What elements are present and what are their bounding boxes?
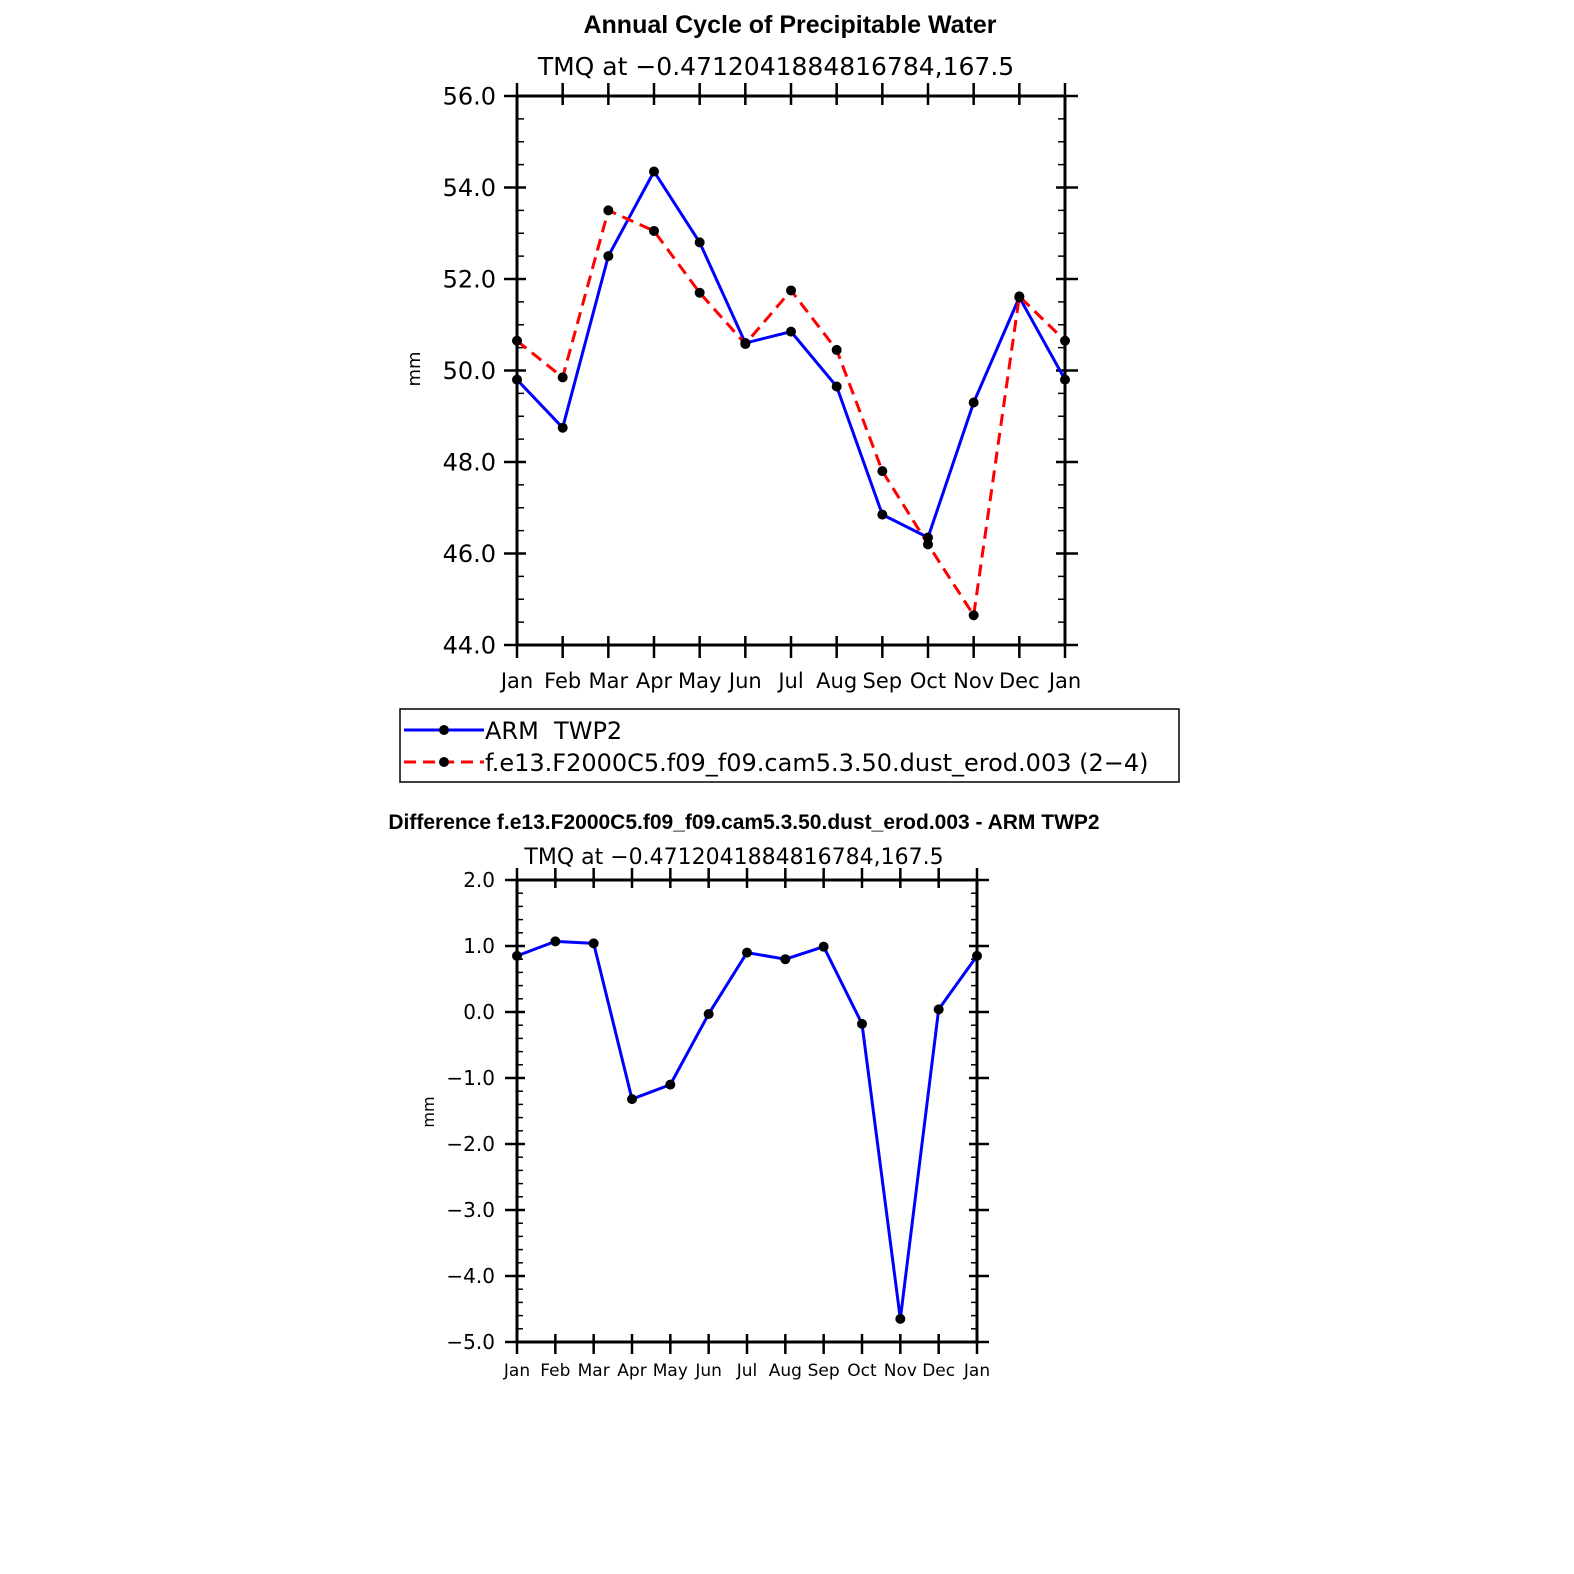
chart2-xtick-label: Dec [922, 1361, 955, 1381]
chart1-xtick-label: Nov [953, 669, 994, 693]
chart2-xtick-label: Jun [694, 1361, 722, 1381]
chart1-ytick-label: 56.0 [443, 83, 496, 111]
chart1-ylabel: mm [404, 351, 425, 386]
chart2-series-0-point [742, 947, 752, 958]
chart1-title: Annual Cycle of Precipitable Water [583, 11, 996, 39]
chart2-xtick-label: Oct [847, 1361, 877, 1381]
chart1-xtick-label: Apr [636, 669, 673, 693]
chart2-xtick-label: Jan [503, 1361, 530, 1381]
chart1-series-1-point [831, 344, 842, 355]
chart1-series-1-point [512, 335, 522, 346]
legend-frame [399, 708, 1180, 783]
chart2-ylabel: mm [419, 1096, 438, 1127]
chart1-xtick-label: Jun [727, 669, 762, 693]
chart1-xtick-label: Aug [816, 669, 857, 693]
chart1-series-1-line [516, 208, 1067, 617]
chart1-series-1-point [1014, 291, 1025, 302]
chart1-ytick-label: 44.0 [443, 632, 496, 660]
chart1-series-0-line [515, 169, 1067, 539]
chart1-series-0-point [1060, 374, 1070, 385]
chart1-ytick-label: 52.0 [443, 266, 496, 294]
chart1-series-1-point [1060, 335, 1070, 346]
chart2-series-0-point [895, 1313, 906, 1324]
chart2-series-0-point [588, 938, 599, 949]
chart2-title: Difference f.e13.F2000C5.f09_f09.cam5.3.… [388, 811, 1099, 834]
chart2-series-0-point [818, 941, 829, 952]
chart2-xtick-label: Jan [963, 1361, 990, 1381]
legend-marker-model [439, 757, 449, 767]
chart2-series-0-point [780, 954, 791, 965]
chart2-xtick-label: Aug [769, 1361, 802, 1381]
legend-label-arm: ARM TWP2 [485, 717, 622, 745]
chart2-series-0-point [512, 950, 522, 961]
chart1-series-0-point [877, 509, 888, 520]
chart2-ytick-label: −2.0 [446, 1132, 495, 1156]
chart2-series-0-point [665, 1079, 676, 1090]
chart2-xtick-label: Sep [808, 1361, 840, 1381]
chart1-xtick-label: Sep [863, 669, 903, 693]
chart1-series-1-point [694, 287, 705, 298]
chart1-xtick-label: Jul [776, 669, 803, 693]
chart2-ytick-label: −4.0 [446, 1264, 495, 1288]
chart1-series-0-point [603, 251, 614, 262]
chart1-xtick-label: Jan [499, 669, 533, 693]
chart1-series-1-point [557, 372, 568, 383]
legend-label-model: f.e13.F2000C5.f09_f09.cam5.3.50.dust_ero… [485, 749, 1148, 777]
chart1-series-0-point [923, 532, 933, 543]
chart1-series-1-point [649, 225, 659, 236]
chart2-series-0-point [550, 936, 561, 947]
chart1-xtick-label: Mar [589, 669, 629, 693]
chart1-series-0-point [512, 374, 522, 385]
chart1-legend: ARM TWP2 f.e13.F2000C5.f09_f09.cam5.3.50… [399, 708, 1180, 783]
chart1-ytick-label: 48.0 [443, 449, 496, 477]
chart1-ytick-label: 50.0 [443, 357, 496, 385]
chart2-xtick-label: Jul [736, 1361, 758, 1381]
chart1-series-1-point [877, 466, 888, 477]
chart1-series-1-point [968, 610, 979, 621]
chart2-ytick-label: −5.0 [446, 1330, 495, 1354]
chart2-xtick-label: Apr [617, 1361, 646, 1381]
chart2-ytick-label: 2.0 [463, 868, 495, 892]
chart1-frame [515, 94, 1067, 647]
chart2-plot: Jan Feb Mar Apr May Jun Jul Aug Sep Oct Nov Dec Jan−… [446, 868, 990, 1381]
chart1-subtitle: TMQ at −0.4712041884816784,167.5 [537, 52, 1014, 81]
chart2-subtitle: TMQ at −0.4712041884816784,167.5 [523, 845, 943, 870]
chart1-series-0-point [557, 422, 568, 433]
chart1-xtick-label: Oct [910, 669, 946, 693]
chart2-xtick-label: Nov [884, 1361, 917, 1381]
chart1-series-1-point [603, 205, 614, 216]
chart1-series-0-point [649, 166, 659, 177]
chart1-xtick-label: Feb [544, 669, 581, 693]
chart1-series-0-point [786, 326, 796, 337]
chart2-series-0-point [703, 1008, 714, 1019]
chart2-series-0-line [516, 939, 979, 1321]
chart2-series-0-point [933, 1004, 944, 1015]
chart2-ytick-label: 0.0 [463, 1000, 495, 1024]
chart1-xtick-label: Jan [1047, 669, 1081, 693]
chart1-series-0-point [694, 237, 705, 248]
chart2-series-0-point [972, 950, 982, 961]
chart1-series-1-point [786, 285, 796, 296]
chart1-ytick-label: 46.0 [443, 540, 496, 568]
chart2-ytick-label: −1.0 [446, 1066, 495, 1090]
chart1-series-1-point [740, 338, 751, 349]
chart1-series-0-point [968, 397, 979, 408]
chart1-series-1-point [923, 539, 933, 550]
chart2-xtick-label: May [653, 1361, 688, 1381]
chart2-ytick-label: −3.0 [446, 1198, 495, 1222]
chart1-series-0-point [831, 381, 842, 392]
chart1-xtick-label: May [678, 669, 721, 693]
chart1-xtick-label: Dec [999, 669, 1040, 693]
chart2-series-0-point [857, 1018, 867, 1029]
chart2-xtick-label: Feb [540, 1361, 570, 1381]
chart2-series-0-point [627, 1094, 637, 1105]
legend-marker-arm [439, 725, 449, 735]
chart2-ytick-label: 1.0 [463, 934, 495, 958]
chart1-plot: Jan Feb Mar Apr May Jun Jul Aug Sep Oct Nov Dec Jan4… [443, 83, 1082, 693]
chart1-ytick-label: 54.0 [443, 174, 496, 202]
chart2-xtick-label: Mar [578, 1361, 610, 1381]
